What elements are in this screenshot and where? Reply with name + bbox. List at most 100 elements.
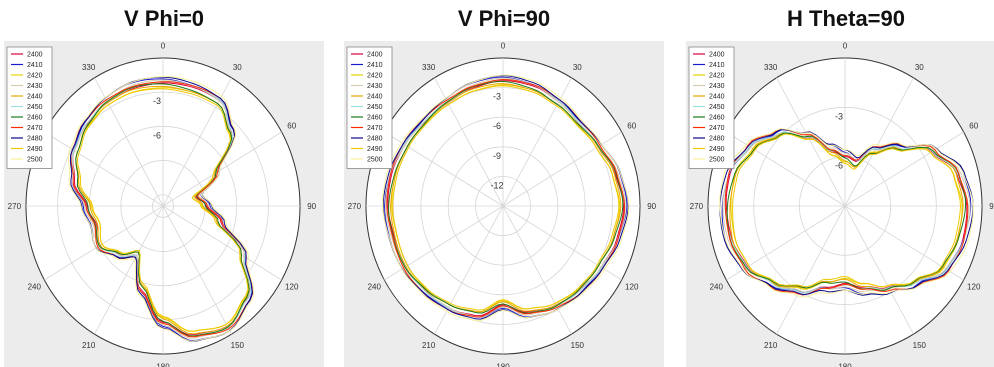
legend-label: 2500 (27, 157, 43, 164)
angle-tick-label: 270 (8, 202, 22, 211)
angle-tick-label: 0 (161, 41, 166, 50)
chart-title: V Phi=90 (457, 6, 551, 31)
radial-tick-label: -9 (493, 151, 501, 161)
chart-panel-v-phi-90: V Phi=90 0 30 60 90 120 150 180 210 240 270 330 -3 -… (344, 0, 664, 367)
series-line-2500 (382, 74, 630, 322)
polar-grid-spoke (162, 131, 282, 207)
legend-label: 2410 (367, 62, 383, 69)
angle-tick-label: 270 (690, 202, 704, 211)
series-line-2490 (76, 88, 249, 332)
legend-label: 2450 (709, 104, 725, 111)
series-line-2460 (388, 80, 624, 314)
angle-tick-label: 60 (287, 122, 296, 131)
angle-tick-label: 210 (422, 341, 436, 350)
series-line-2460 (726, 132, 967, 291)
chart-legend: 2400 2410 2420 2430 2440 2450 2460 2470 2480 2490… (688, 46, 735, 169)
angle-tick-label: 150 (571, 341, 585, 350)
angle-tick-label: 30 (233, 63, 242, 72)
angle-tick-label: 0 (843, 41, 848, 50)
radial-tick-label: -6 (153, 130, 161, 140)
legend-label: 2450 (27, 104, 43, 111)
polar-grid-spoke (162, 205, 282, 281)
legend-label: 2420 (27, 73, 43, 80)
polar-grid-spoke (502, 77, 572, 207)
chart-title: H Theta=90 (787, 6, 905, 31)
series-line-2460 (75, 83, 250, 337)
legend-label: 2440 (367, 94, 383, 101)
angle-tick-label: 180 (156, 363, 170, 367)
angle-tick-label: 120 (967, 282, 981, 291)
series-line-2500 (719, 128, 974, 298)
legend-label: 2500 (709, 157, 725, 164)
legend-label: 2400 (367, 52, 383, 59)
angle-tick-label: 0 (501, 41, 506, 50)
legend-label: 2410 (709, 62, 725, 69)
legend-label: 2410 (27, 62, 43, 69)
legend-label: 2460 (27, 115, 43, 122)
angle-tick-label: 240 (368, 282, 382, 291)
polar-grid-spoke (434, 77, 504, 207)
angle-tick-label: 240 (710, 282, 724, 291)
polar-grid-spoke (162, 77, 232, 207)
angle-tick-label: 90 (307, 202, 316, 211)
legend-label: 2460 (709, 115, 725, 122)
chart-title: V Phi=0 (123, 6, 205, 31)
series-line-2490 (392, 85, 620, 311)
plot-frame: 0 30 60 90 120 150 180 210 240 270 330 -3 -6 2400 2410… (4, 41, 324, 367)
series-line-2500 (67, 75, 255, 342)
angle-tick-label: 270 (348, 202, 362, 211)
angle-tick-label: 180 (496, 363, 510, 367)
legend-label: 2430 (367, 83, 383, 90)
angle-tick-label: 90 (647, 202, 656, 211)
radial-tick-label: -6 (835, 161, 843, 171)
legend-label: 2490 (709, 146, 725, 153)
legend-label: 2400 (709, 52, 725, 59)
series-line-2430 (384, 77, 627, 318)
legend-label: 2430 (709, 83, 725, 90)
polar-grid-spoke (162, 205, 232, 335)
angle-tick-label: 60 (627, 122, 636, 131)
angle-tick-label: 240 (28, 282, 42, 291)
angle-tick-label: 330 (764, 63, 778, 72)
polar-grid-spoke (44, 131, 164, 207)
chart-legend: 2400 2410 2420 2430 2440 2450 2460 2470 2480 2490… (6, 46, 53, 169)
polar-grid-spoke (776, 205, 846, 335)
radial-tick-label: -6 (493, 121, 501, 131)
plot-frame: 0 30 60 90 120 150 180 210 240 270 330 -3 -6 2400 2410… (686, 41, 994, 367)
legend-label: 2480 (367, 136, 383, 143)
polar-grid-spoke (844, 131, 964, 207)
polar-chart-v-phi-0: 0 30 60 90 120 150 180 210 240 270 330 -3 -6 2400 2410… (6, 41, 317, 367)
angle-tick-label: 150 (231, 341, 245, 350)
polar-grid-spoke (502, 205, 572, 335)
angle-tick-label: 90 (989, 202, 994, 211)
angle-tick-label: 30 (915, 63, 924, 72)
angle-tick-label: 210 (764, 341, 778, 350)
legend-label: 2470 (367, 125, 383, 132)
angle-tick-label: 330 (422, 63, 436, 72)
angle-tick-label: 330 (82, 63, 96, 72)
radial-tick-label: -3 (153, 96, 161, 106)
legend-label: 2440 (27, 94, 43, 101)
legend-label: 2500 (367, 157, 383, 164)
radial-tick-label: -12 (490, 180, 503, 190)
polar-chart-h-theta-90: 0 30 60 90 120 150 180 210 240 270 330 -3 -6 2400 2410… (688, 41, 994, 367)
legend-label: 2480 (709, 136, 725, 143)
legend-label: 2480 (27, 136, 43, 143)
chart-panel-h-theta-90: H Theta=90 0 30 60 90 120 150 180 210 240 270 330 -… (686, 0, 994, 367)
legend-label: 2490 (367, 146, 383, 153)
angle-tick-label: 180 (838, 363, 852, 367)
series-line-2490 (732, 133, 962, 288)
polar-grid-spoke (434, 205, 504, 335)
angle-tick-label: 210 (82, 341, 96, 350)
polar-grid-spoke (94, 205, 164, 335)
polar-grid-spoke (776, 77, 846, 207)
angle-tick-label: 60 (969, 122, 978, 131)
chart-legend: 2400 2410 2420 2430 2440 2450 2460 2470 2480 2490… (346, 46, 393, 169)
legend-label: 2470 (27, 125, 43, 132)
series-line-2430 (71, 79, 252, 339)
polar-grid-spoke (94, 77, 164, 207)
angle-tick-label: 150 (913, 341, 927, 350)
legend-label: 2420 (709, 73, 725, 80)
series-line-2430 (722, 131, 971, 293)
chart-panel-v-phi-0: V Phi=0 0 30 60 90 120 150 180 210 240 270 330 -3 -6… (4, 0, 324, 367)
